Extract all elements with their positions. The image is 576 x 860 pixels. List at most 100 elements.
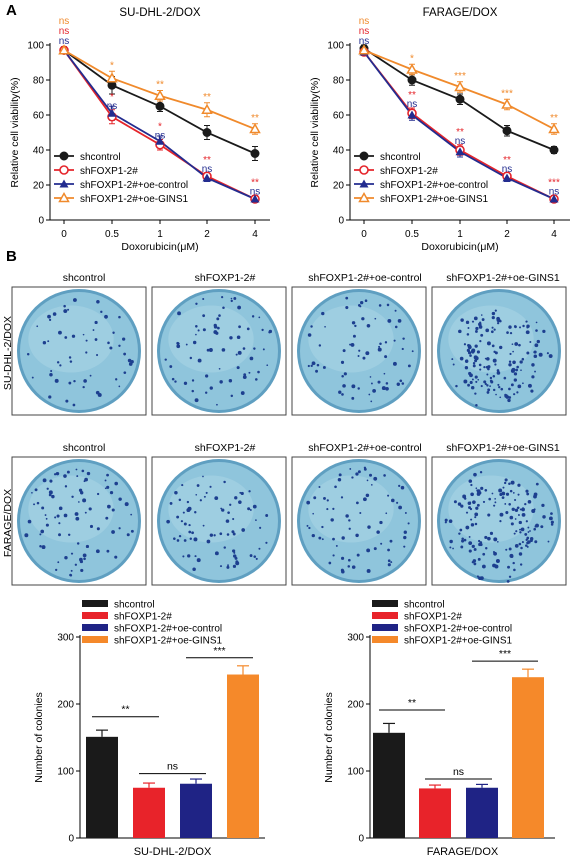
colony <box>251 315 255 318</box>
colony <box>73 379 76 383</box>
panel-label-b: B <box>6 248 17 265</box>
significance-label: ** <box>251 113 259 124</box>
colony <box>58 506 63 511</box>
colony <box>487 365 491 369</box>
x-tick-label: 1 <box>457 229 463 240</box>
colony <box>96 527 100 531</box>
colony <box>478 576 482 581</box>
colony <box>205 491 208 494</box>
colony <box>55 471 60 476</box>
colony <box>398 484 401 488</box>
colony <box>468 535 471 538</box>
y-tick-label: 300 <box>347 633 364 644</box>
colony <box>186 500 190 504</box>
colony <box>194 511 197 514</box>
colony <box>494 309 497 312</box>
colony <box>86 471 91 476</box>
colony <box>494 363 497 366</box>
data-point <box>407 75 417 85</box>
colony <box>107 504 110 507</box>
significance-label: ns <box>202 164 213 175</box>
colony <box>486 357 490 361</box>
colony <box>482 552 486 556</box>
colony <box>221 508 225 512</box>
colony <box>363 466 367 469</box>
colony <box>459 356 464 361</box>
colony <box>46 487 49 490</box>
significance-label: ** <box>203 155 211 166</box>
plate-title: shFOXP1-2#+oe-GINS1 <box>446 272 560 284</box>
colony <box>369 376 372 378</box>
colony <box>106 473 109 477</box>
colony <box>381 386 386 391</box>
x-tick-label: 4 <box>252 229 258 240</box>
colony <box>505 511 509 515</box>
colony <box>465 511 469 514</box>
colony <box>546 352 549 355</box>
colony <box>497 383 500 386</box>
panel-label-a: A <box>6 2 17 19</box>
colony <box>494 498 496 500</box>
significance-label: ns <box>502 164 513 175</box>
data-point <box>455 147 465 156</box>
colony <box>525 538 528 541</box>
data-point <box>454 80 466 92</box>
colony <box>519 563 523 566</box>
legend-swatch <box>372 636 398 643</box>
colony <box>42 340 47 345</box>
colony <box>83 379 87 383</box>
colony <box>232 554 237 558</box>
colony <box>48 318 52 321</box>
colony <box>538 352 543 357</box>
legend-label: shFOXP1-2#+oe-control <box>114 624 222 635</box>
colony <box>467 345 472 350</box>
colony <box>82 498 87 503</box>
colony <box>478 363 482 367</box>
colony <box>370 382 373 385</box>
colony <box>31 491 33 494</box>
colony <box>42 478 47 483</box>
colony <box>514 498 517 502</box>
colony <box>525 320 528 323</box>
bar <box>180 783 212 838</box>
data-point <box>107 108 117 117</box>
colony <box>514 342 519 346</box>
colony <box>513 372 518 376</box>
colony <box>477 378 480 381</box>
colony <box>234 496 238 500</box>
colony <box>514 325 517 329</box>
colony <box>36 325 39 328</box>
colony <box>206 348 210 352</box>
colony <box>226 533 230 536</box>
colony <box>227 511 230 514</box>
colony <box>345 305 349 310</box>
y-tick-label: 20 <box>33 181 45 192</box>
colony <box>323 496 326 500</box>
colony <box>475 330 478 333</box>
plate-highlight <box>448 475 534 543</box>
colony <box>472 349 475 352</box>
colony <box>521 507 525 512</box>
y-tick-label: 80 <box>33 76 45 87</box>
y-axis-label: Relative cell viability(%) <box>9 77 21 187</box>
colony <box>467 327 470 330</box>
colony <box>219 565 223 568</box>
significance-label: ns <box>359 16 370 27</box>
colony <box>24 533 29 538</box>
data-point <box>502 126 512 136</box>
legend-marker <box>59 151 69 161</box>
y-tick-label: 20 <box>333 181 345 192</box>
colony <box>385 386 389 391</box>
significance-label: ** <box>203 92 211 103</box>
colony <box>480 384 483 388</box>
significance-label: ns <box>407 99 418 110</box>
colony <box>466 333 470 336</box>
colony <box>530 389 534 393</box>
colony <box>231 530 235 534</box>
colony <box>306 500 311 505</box>
legend-label: shcontrol <box>80 152 121 163</box>
colony <box>479 340 482 343</box>
colony <box>514 518 517 520</box>
colony <box>39 544 42 548</box>
colony <box>403 545 406 548</box>
